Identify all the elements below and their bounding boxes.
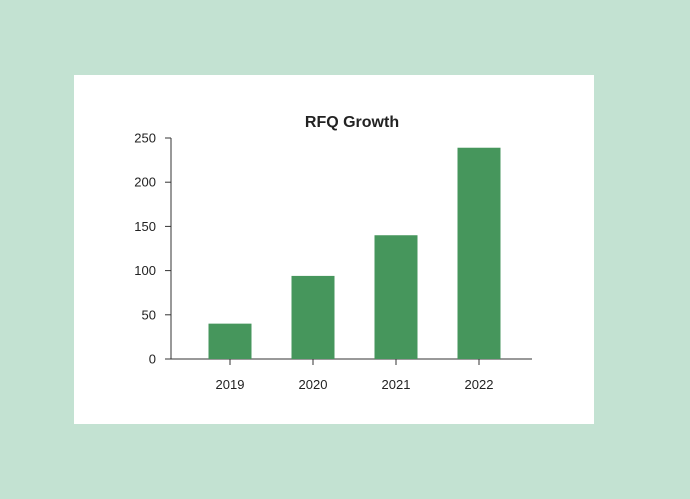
chart-title: RFQ Growth (305, 114, 399, 131)
y-tick-label: 250 (134, 131, 156, 146)
x-tick-label: 2022 (465, 377, 494, 392)
bar-2020 (291, 275, 335, 359)
bar-2021 (374, 235, 418, 359)
x-axis: 2019 2020 2021 2022 (171, 358, 532, 392)
y-tick-label: 100 (134, 263, 156, 278)
y-tick-label: 50 (142, 307, 156, 322)
x-tick-label: 2020 (299, 377, 328, 392)
y-tick-label: 0 (149, 352, 156, 367)
x-tick-label: 2021 (382, 377, 411, 392)
bars (208, 147, 501, 359)
y-tick-label: 150 (134, 219, 156, 234)
bar-2019 (208, 323, 252, 359)
bar-2022 (457, 147, 501, 359)
y-axis: 0 50 100 150 200 250 (134, 131, 172, 367)
chart-card: RFQ Growth 0 50 100 150 200 250 2019 2020 2021 2… (74, 75, 594, 424)
y-tick-label: 200 (134, 175, 156, 190)
x-tick-label: 2019 (216, 377, 245, 392)
